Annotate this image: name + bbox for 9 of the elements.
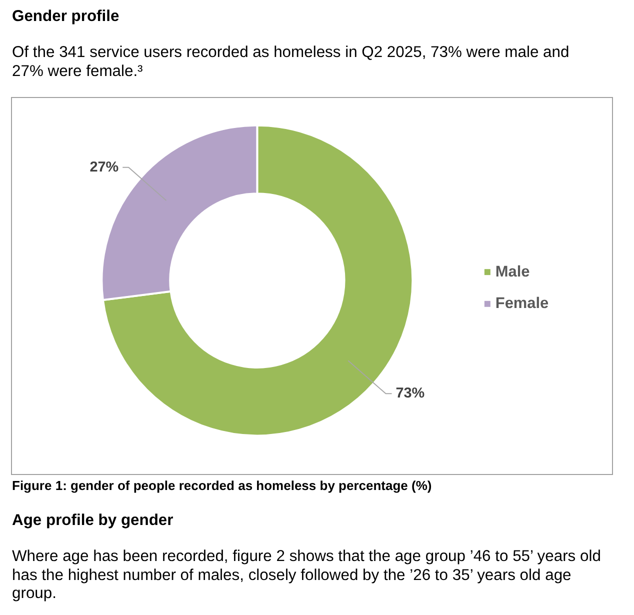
caption: Figure 1: gender of people recorded as homeless by percentage (%) [12, 478, 433, 493]
data-label: 27% [90, 159, 119, 176]
data-label: 73% [396, 386, 425, 402]
text: Age profile by gender [12, 511, 174, 530]
text: Where age has been recorded, figure 2 shows that the age group ’46 to 55’ years old has the highest number of males, closely followed by the ’26 to 35’ years old age group. [12, 548, 602, 604]
chart-subtitle: Of the 341 service users recorded as homeless in Q2 2025, 73% were male and 27% were female.³ [12, 43, 570, 81]
legend-label: Female [495, 295, 550, 312]
legend-label: Male [495, 263, 530, 280]
chart-title: Gender profile [12, 7, 120, 26]
